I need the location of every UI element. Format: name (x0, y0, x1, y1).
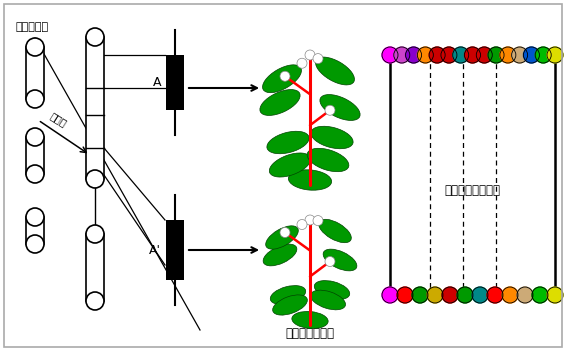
Circle shape (472, 287, 488, 303)
Circle shape (382, 47, 398, 63)
Ellipse shape (280, 71, 290, 81)
Text: A: A (152, 76, 161, 89)
Circle shape (382, 287, 398, 303)
Circle shape (427, 287, 443, 303)
Circle shape (457, 287, 473, 303)
Bar (166, 220, 184, 280)
Bar (26, 47, 44, 99)
Circle shape (488, 47, 504, 63)
Ellipse shape (26, 128, 44, 146)
Ellipse shape (288, 170, 332, 190)
Ellipse shape (265, 226, 298, 249)
Ellipse shape (320, 94, 360, 120)
Ellipse shape (273, 295, 307, 315)
Ellipse shape (86, 28, 104, 46)
Ellipse shape (86, 225, 104, 243)
Bar (166, 55, 184, 110)
Ellipse shape (292, 311, 328, 329)
Ellipse shape (86, 170, 104, 188)
Ellipse shape (305, 215, 315, 225)
Circle shape (487, 287, 503, 303)
Text: タンパク質の変化: タンパク質の変化 (444, 184, 500, 197)
Ellipse shape (26, 208, 44, 226)
Ellipse shape (311, 290, 345, 310)
Ellipse shape (313, 54, 323, 64)
Circle shape (512, 47, 528, 63)
Ellipse shape (86, 292, 104, 310)
Circle shape (465, 47, 481, 63)
Circle shape (442, 287, 458, 303)
Circle shape (429, 47, 445, 63)
Bar (26, 137, 44, 174)
Circle shape (441, 47, 457, 63)
Ellipse shape (271, 286, 306, 304)
Ellipse shape (307, 148, 349, 172)
Ellipse shape (26, 90, 44, 108)
Ellipse shape (305, 50, 315, 60)
Ellipse shape (314, 280, 350, 299)
Circle shape (517, 287, 533, 303)
Ellipse shape (319, 219, 351, 243)
Circle shape (547, 47, 563, 63)
Ellipse shape (263, 65, 302, 93)
Circle shape (406, 47, 422, 63)
Ellipse shape (26, 165, 44, 183)
Circle shape (535, 47, 551, 63)
Ellipse shape (263, 244, 297, 266)
Circle shape (524, 47, 539, 63)
Bar (86, 234, 104, 301)
Text: コピー: コピー (48, 110, 68, 128)
Ellipse shape (323, 249, 357, 271)
Ellipse shape (269, 153, 311, 177)
Ellipse shape (297, 219, 307, 230)
Text: A': A' (149, 244, 161, 257)
Ellipse shape (267, 131, 309, 154)
Ellipse shape (325, 257, 335, 266)
Text: 発現部位の変化: 発現部位の変化 (285, 327, 335, 340)
Ellipse shape (26, 235, 44, 253)
Ellipse shape (260, 90, 300, 115)
Circle shape (532, 287, 548, 303)
Circle shape (397, 287, 413, 303)
Circle shape (476, 47, 492, 63)
Circle shape (500, 47, 516, 63)
Bar (86, 37, 104, 179)
Circle shape (453, 47, 469, 63)
Ellipse shape (311, 126, 353, 149)
Ellipse shape (26, 38, 44, 56)
Circle shape (417, 47, 434, 63)
Ellipse shape (297, 58, 307, 68)
Text: 遅伝子重複: 遅伝子重複 (15, 22, 48, 32)
Circle shape (547, 287, 563, 303)
Circle shape (412, 287, 428, 303)
Ellipse shape (325, 105, 335, 115)
Ellipse shape (315, 57, 354, 85)
Bar (26, 217, 44, 244)
Ellipse shape (313, 216, 323, 226)
Circle shape (394, 47, 410, 63)
Ellipse shape (280, 227, 290, 238)
Circle shape (502, 287, 518, 303)
